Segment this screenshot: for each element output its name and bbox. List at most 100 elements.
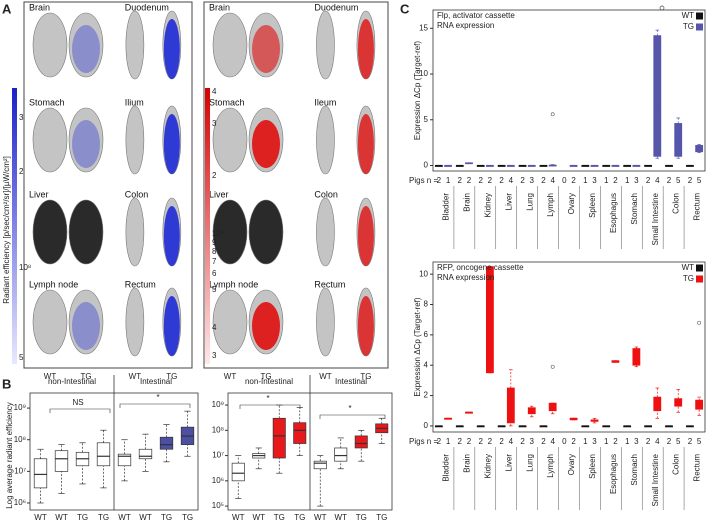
x-tick-label: Bladder [442, 454, 451, 482]
organ-label: Ilium [125, 97, 144, 107]
box [653, 396, 662, 412]
organ [68, 199, 104, 265]
n-label: 2 [488, 437, 493, 446]
image-x-label: WT [44, 372, 57, 381]
colorbar-tick: 8 [212, 247, 217, 256]
organ [32, 289, 68, 355]
n-label: 5 [676, 437, 681, 446]
chart-title: Flp, activator cassette [437, 11, 515, 20]
colorbar-tick: 3 [212, 119, 217, 128]
n-label: 2 [478, 176, 483, 185]
organ-label: Colon [125, 189, 149, 199]
y-tick-label: 10⁶ [212, 476, 224, 485]
y-tick-label: 0 [424, 161, 429, 170]
colorbar-tick: 2 [212, 171, 217, 180]
image-x-label: TG [360, 372, 371, 381]
plot-frame [432, 261, 706, 433]
organ-label: Colon [314, 189, 338, 199]
organ [316, 105, 335, 175]
organ-label: Rectum [125, 279, 156, 289]
box [674, 398, 683, 407]
organ [212, 107, 248, 173]
x-tick-label: WT [55, 513, 68, 522]
box [674, 123, 683, 157]
y-tick-label: 2 [424, 391, 429, 400]
annotation: * [266, 394, 269, 403]
organ [32, 199, 68, 265]
n-label: 2 [667, 176, 672, 185]
n-row-label: Pigs n = [409, 437, 438, 446]
box [117, 453, 132, 467]
y-tick-label: 10⁹ [14, 403, 26, 412]
x-tick-label: Esophagus [609, 193, 618, 233]
x-tick-label: Lymph [546, 454, 555, 478]
signal [252, 302, 280, 350]
y-axis-label: Expression ΔCp (Target-ref) [413, 41, 422, 140]
x-tick-label: Lung [525, 454, 534, 472]
colorbar [12, 88, 17, 364]
legend-swatch [696, 12, 703, 20]
organ [32, 107, 68, 173]
box [506, 387, 515, 424]
n-label: 1 [604, 176, 609, 185]
organ [125, 287, 145, 357]
n-label: 1 [583, 437, 588, 446]
y-tick-label: 10⁹ [212, 400, 224, 409]
x-tick-label: Spleen [588, 193, 597, 218]
signal [163, 19, 180, 79]
n-label: 1 [446, 437, 451, 446]
panel-letter: A [2, 1, 12, 16]
x-tick-label: Spleen [588, 454, 597, 479]
n-label: 3 [634, 176, 639, 185]
annotation: * [156, 393, 159, 402]
outlier [550, 112, 555, 117]
y-tick-label: 10⁸ [212, 425, 224, 434]
bracket [49, 408, 111, 413]
group-label: non-Intestinal [48, 377, 96, 386]
box [486, 266, 494, 374]
box [313, 460, 327, 470]
n-label: 2 [688, 437, 693, 446]
colorbar-tick: 2 [19, 167, 24, 176]
group-label: Intestinal [335, 377, 367, 386]
outlier [697, 320, 702, 325]
signal [163, 206, 180, 266]
organ [125, 197, 145, 267]
y-tick-label: 8 [424, 300, 429, 309]
x-tick-label: Lung [525, 193, 534, 211]
n-label: 2 [520, 437, 525, 446]
x-tick-label: WT [232, 513, 245, 522]
n-label: 2 [437, 437, 442, 446]
organ [316, 287, 335, 357]
x-tick-label: Liver [504, 454, 513, 472]
signal [72, 302, 100, 350]
organ-label: Lymph node [29, 279, 78, 289]
signal [163, 114, 180, 174]
signal [72, 25, 100, 73]
colorbar-label: Radiant efficiency [p/sec/cm²/sr]/[µW/cm… [2, 156, 11, 304]
x-tick-label: Liver [504, 193, 513, 211]
y-tick-label: 10⁷ [14, 466, 26, 475]
box [138, 448, 153, 460]
n-label: 3 [592, 176, 597, 185]
bracket [319, 414, 386, 419]
chart-subtitle: RNA expression [437, 21, 494, 30]
legend-outlier-symbol [659, 5, 665, 11]
n-label: 1 [583, 176, 588, 185]
x-tick-label: TG [274, 513, 285, 522]
box [354, 435, 368, 449]
n-label: 4 [550, 176, 555, 185]
n-label: 2 [488, 176, 493, 185]
organ [68, 12, 104, 78]
n-label: 0 [562, 437, 567, 446]
x-tick-label: Colon [672, 193, 681, 214]
colorbar-tick: 4 [212, 323, 217, 332]
n-label: 2 [458, 437, 463, 446]
n-label: 2 [458, 176, 463, 185]
organ [212, 12, 248, 78]
organ-label: Duodenum [314, 2, 358, 12]
x-tick-label: Stomach [630, 193, 639, 225]
y-tick-label: 10 [419, 69, 428, 78]
signal [163, 296, 180, 356]
